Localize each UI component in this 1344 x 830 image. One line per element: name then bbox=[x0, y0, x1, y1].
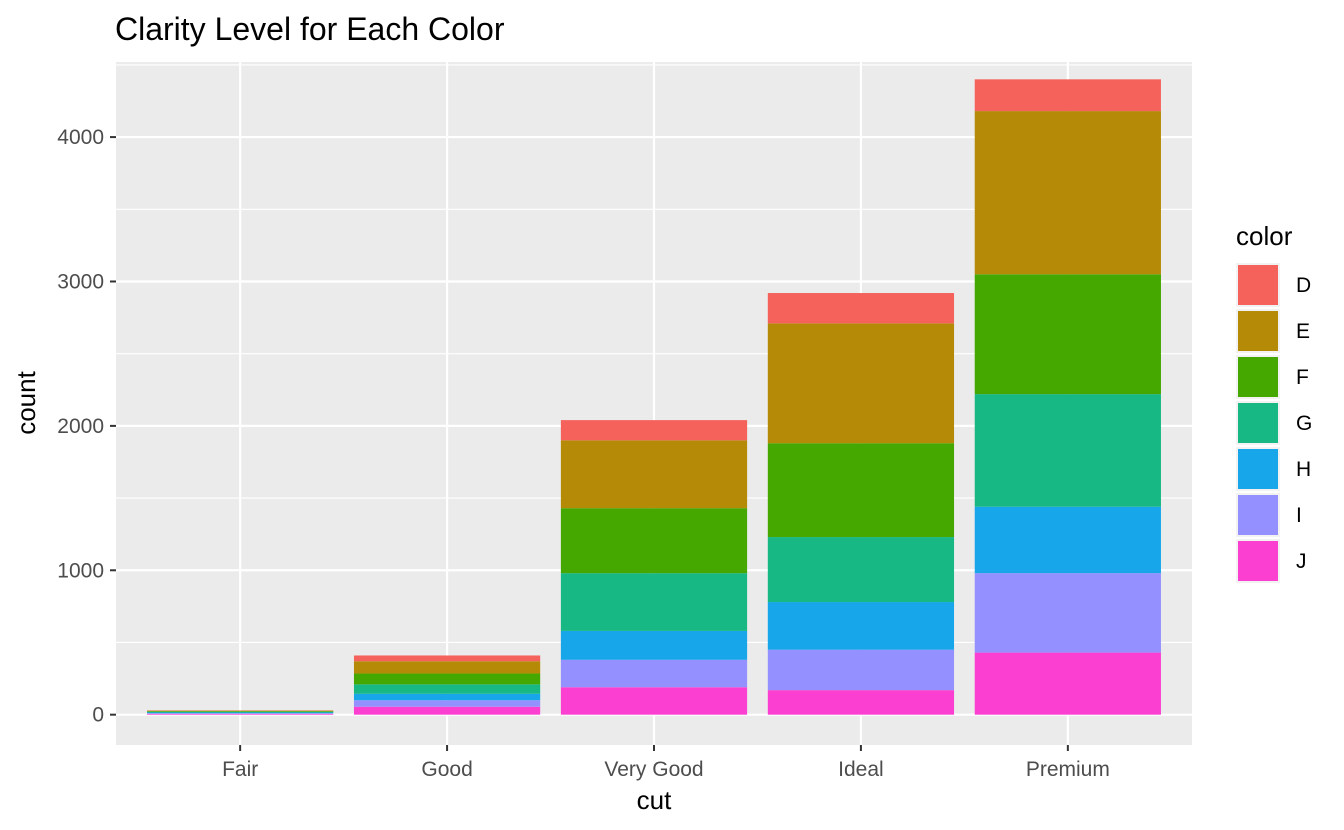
x-tick-label: Premium bbox=[1026, 758, 1110, 781]
x-tick-label: Very Good bbox=[604, 758, 703, 781]
x-tick-label: Ideal bbox=[838, 758, 884, 781]
bar-segment bbox=[353, 673, 541, 685]
x-axis: Fair Good Very Good Ideal Premium bbox=[222, 745, 1110, 781]
legend-key bbox=[1238, 265, 1278, 305]
legend-label: D bbox=[1296, 274, 1311, 297]
bar-segment bbox=[974, 394, 1161, 507]
bar-segment bbox=[353, 706, 541, 715]
bar-segment bbox=[353, 655, 541, 662]
bar-segment bbox=[767, 443, 955, 538]
bar-segment bbox=[560, 440, 748, 509]
legend-key bbox=[1238, 495, 1278, 535]
bar-segment bbox=[974, 506, 1161, 574]
bar-segment bbox=[147, 711, 334, 712]
bar-segment bbox=[353, 684, 541, 694]
bar-segment bbox=[767, 293, 955, 324]
bar-segment bbox=[560, 508, 748, 574]
bar-segment bbox=[147, 713, 334, 715]
bar-segment bbox=[147, 711, 334, 713]
bar-segment bbox=[560, 573, 748, 631]
legend-label: H bbox=[1296, 458, 1311, 481]
bar-segment bbox=[767, 323, 955, 444]
bar-segment bbox=[974, 79, 1161, 112]
y-tick-label: 3000 bbox=[57, 270, 104, 293]
bar-segment bbox=[353, 661, 541, 674]
legend-label: F bbox=[1296, 366, 1309, 389]
bars bbox=[147, 79, 1161, 715]
y-tick-label: 0 bbox=[92, 704, 104, 727]
bar-segment bbox=[353, 700, 541, 707]
y-tick-label: 1000 bbox=[57, 559, 104, 582]
bar-segment bbox=[767, 537, 955, 603]
bar-segment bbox=[974, 111, 1161, 275]
legend-key bbox=[1238, 403, 1278, 443]
legend-key bbox=[1238, 357, 1278, 397]
legend-key bbox=[1238, 449, 1278, 489]
legend-label: E bbox=[1296, 320, 1310, 343]
bar-segment bbox=[974, 652, 1161, 715]
legend-label: I bbox=[1296, 504, 1302, 527]
legend-key bbox=[1238, 311, 1278, 351]
bar-segment bbox=[353, 693, 541, 701]
legend-title: color bbox=[1236, 221, 1293, 251]
y-tick-label: 2000 bbox=[57, 415, 104, 438]
bar-segment bbox=[147, 713, 334, 714]
bar-segment bbox=[147, 712, 334, 714]
chart-title: Clarity Level for Each Color bbox=[115, 11, 505, 47]
bar-segment bbox=[560, 687, 748, 715]
legend-label: G bbox=[1296, 412, 1312, 435]
bar-segment bbox=[560, 659, 748, 688]
x-tick-label: Fair bbox=[222, 758, 258, 781]
bar-segment bbox=[767, 649, 955, 691]
y-axis-title: count bbox=[11, 370, 41, 434]
y-tick-label: 4000 bbox=[57, 126, 104, 149]
y-axis: 0 1000 2000 3000 4000 bbox=[57, 126, 116, 727]
legend-label: J bbox=[1296, 550, 1307, 573]
bar-segment bbox=[974, 274, 1161, 395]
bar-segment bbox=[560, 630, 748, 660]
legend-key bbox=[1238, 541, 1278, 581]
bar-segment bbox=[974, 573, 1161, 653]
bar-segment bbox=[767, 602, 955, 650]
bar-segment bbox=[767, 690, 955, 715]
bar-segment bbox=[560, 420, 748, 441]
x-axis-title: cut bbox=[637, 785, 672, 815]
x-tick-label: Good bbox=[421, 758, 472, 781]
